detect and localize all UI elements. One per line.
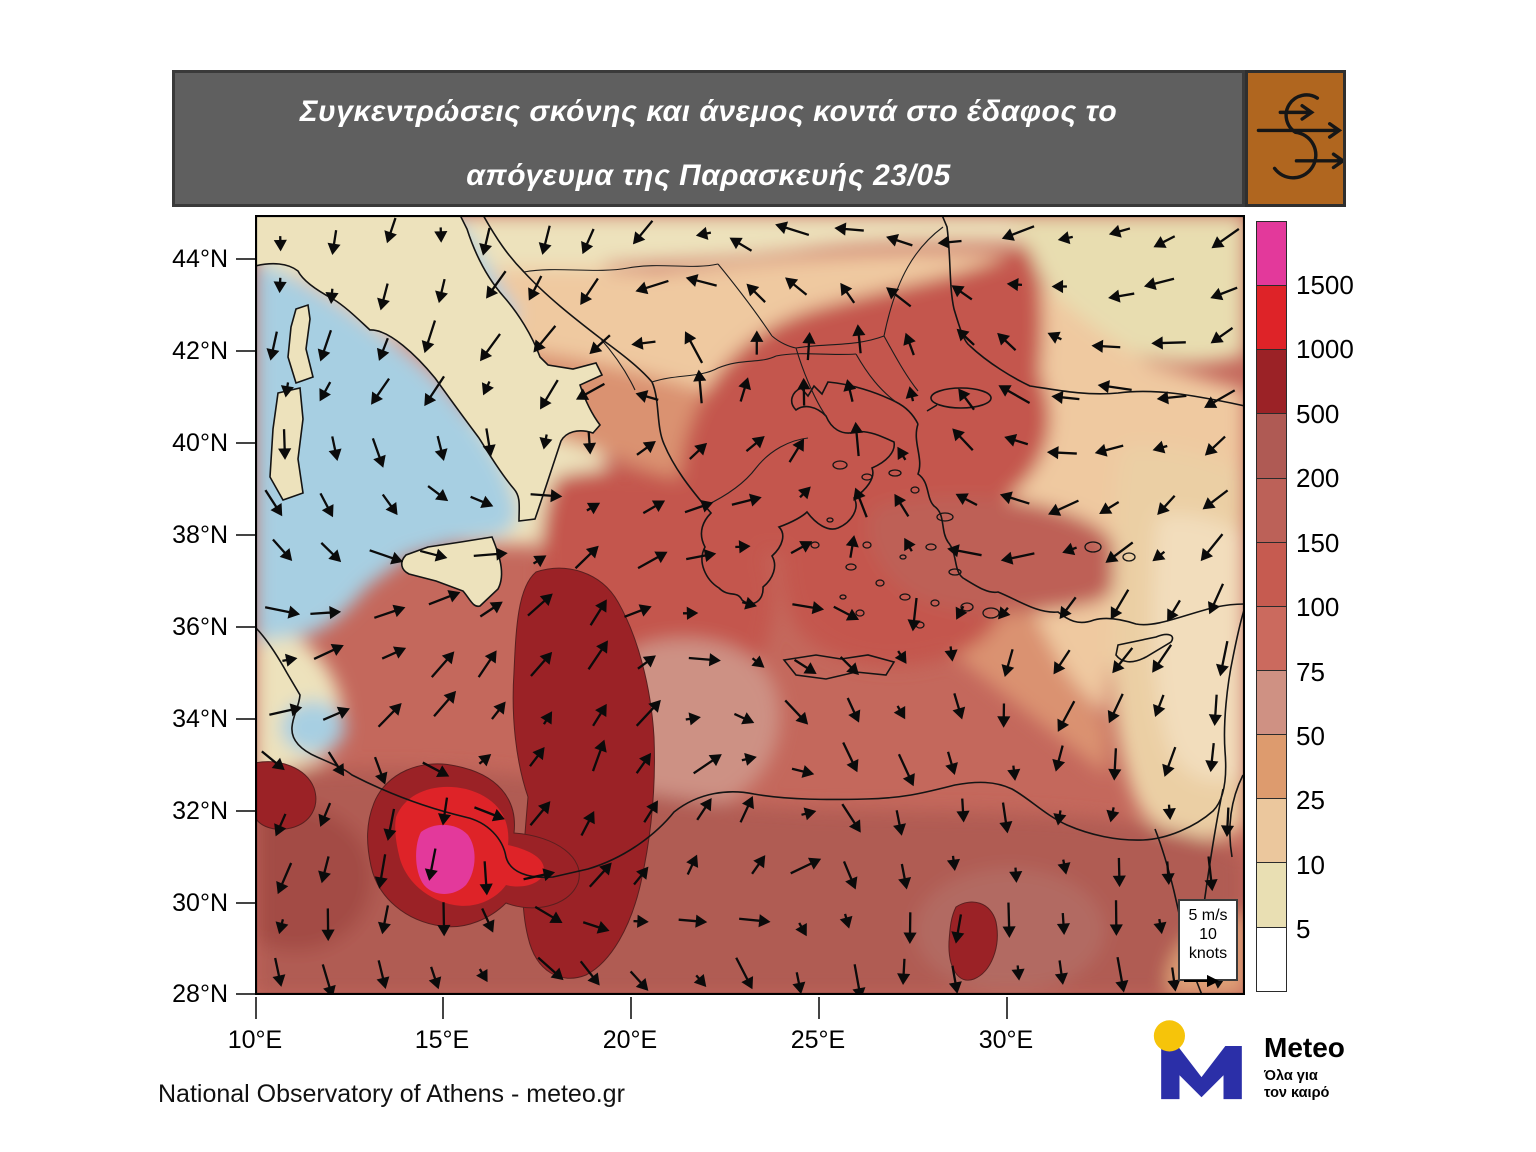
lon-tick: [1006, 997, 1008, 1019]
sea-of-marmara: [930, 387, 992, 409]
colorbar-label: 1500: [1296, 270, 1354, 300]
colorbar-segment: [1256, 926, 1287, 993]
colorbar-segment: [1256, 605, 1287, 672]
dust-concentration-map: 5 m/s 10 knots: [255, 215, 1245, 995]
lon-label: 25°E: [790, 1026, 846, 1054]
colorbar-label: 200: [1296, 463, 1340, 493]
map-canvas: [255, 215, 1245, 995]
colorbar-segment: [1256, 541, 1287, 608]
lat-label: 32°N: [172, 797, 228, 825]
logo-brand-text: Meteo: [1264, 1032, 1345, 1063]
dust-swirl-glyph: [1256, 93, 1346, 180]
dardanelles: [926, 404, 938, 412]
italy-landmass: [256, 216, 604, 522]
turkey-coast: [915, 423, 1244, 626]
corsica: [287, 303, 314, 385]
lat-tick: [236, 626, 255, 628]
colorbar-segment: [1256, 669, 1287, 736]
title-line-1: Συγκεντρώσεις σκόνης και άνεμος κοντά στ…: [299, 95, 1118, 128]
wind-scale-legend: 5 m/s 10 knots: [1178, 899, 1238, 987]
wind-scale-arrow-icon: [1180, 975, 1236, 987]
sicily: [400, 536, 503, 608]
lon-tick: [630, 997, 632, 1019]
lat-label: 44°N: [172, 245, 228, 273]
colorbar-label: 25: [1296, 785, 1325, 815]
aegean-islands: [810, 460, 1136, 629]
wind-scale-ms: 5 m/s: [1188, 907, 1228, 924]
colorbar-segment: [1256, 734, 1287, 800]
lon-tick: [442, 997, 444, 1019]
dust-cycle-icon: [1245, 70, 1346, 207]
land-low-dust: [256, 216, 604, 608]
colorbar-label: 150: [1296, 528, 1340, 558]
title-bar: Συγκεντρώσεις σκόνης και άνεμος κοντά στ…: [172, 70, 1245, 207]
balkan-greece-coast: [482, 216, 919, 605]
lon-label: 10°E: [227, 1026, 283, 1054]
colorbar-segment: [1256, 477, 1287, 544]
colorbar-segment: [1256, 349, 1287, 415]
lat-label: 36°N: [172, 613, 228, 641]
map-frame: [255, 215, 1245, 995]
wind-scale-knots: 10 knots: [1188, 926, 1228, 962]
country-borders: [523, 226, 944, 507]
lat-tick: [236, 350, 255, 352]
logo-tagline-2: τον καιρό: [1264, 1085, 1330, 1101]
meteo-logo: Meteo Όλα για τον καιρό: [1152, 1016, 1382, 1116]
lat-tick: [236, 718, 255, 720]
wind-vector-arrows: [261, 217, 1240, 994]
lat-tick: [236, 810, 255, 812]
lat-tick: [236, 993, 255, 995]
jordan-valley-line: [1229, 774, 1244, 858]
colorbar-label: 50: [1296, 721, 1325, 751]
meteo-logo-mark: [1153, 1020, 1242, 1100]
coastlines: [256, 216, 1244, 994]
cyprus: [1115, 633, 1174, 663]
lon-label: 20°E: [602, 1026, 658, 1054]
attribution-text: National Observatory of Athens - meteo.g…: [158, 1080, 625, 1108]
lat-label: 30°N: [172, 889, 228, 917]
lon-tick: [255, 997, 257, 1019]
colorbar-segment: [1256, 285, 1287, 351]
colorbar-label: 5: [1296, 914, 1311, 944]
lat-label: 42°N: [172, 337, 228, 365]
concentration-colorbar: [1256, 221, 1287, 993]
lat-label: 40°N: [172, 429, 228, 457]
colorbar-segment: [1256, 221, 1287, 287]
sardinia: [269, 387, 304, 501]
lat-label: 38°N: [172, 521, 228, 549]
lon-tick: [818, 997, 820, 1019]
colorbar-segment: [1256, 413, 1287, 479]
colorbar-label: 100: [1296, 592, 1340, 622]
logo-m-shape: [1161, 1045, 1242, 1100]
lat-tick: [236, 534, 255, 536]
lon-label: 30°E: [978, 1026, 1034, 1054]
black-sea-coast: [941, 216, 1244, 407]
colorbar-label: 1000: [1296, 334, 1354, 364]
logo-dot: [1153, 1020, 1185, 1052]
logo-tagline-1: Όλα για: [1264, 1068, 1318, 1084]
colorbar-label: 10: [1296, 850, 1325, 880]
lat-tick: [236, 902, 255, 904]
colorbar-segment: [1256, 862, 1287, 928]
lat-tick: [236, 258, 255, 260]
lat-label: 34°N: [172, 705, 228, 733]
north-africa-coast: [256, 607, 1244, 879]
lat-label: 28°N: [172, 980, 228, 1008]
title-line-2: απόγευμα της Παρασκευής 23/05: [466, 159, 951, 192]
colorbar-segment: [1256, 798, 1287, 864]
colorbar-label: 75: [1296, 657, 1325, 687]
lat-tick: [236, 442, 255, 444]
lon-label: 15°E: [414, 1026, 470, 1054]
crete: [782, 654, 896, 680]
colorbar-label: 500: [1296, 399, 1340, 429]
